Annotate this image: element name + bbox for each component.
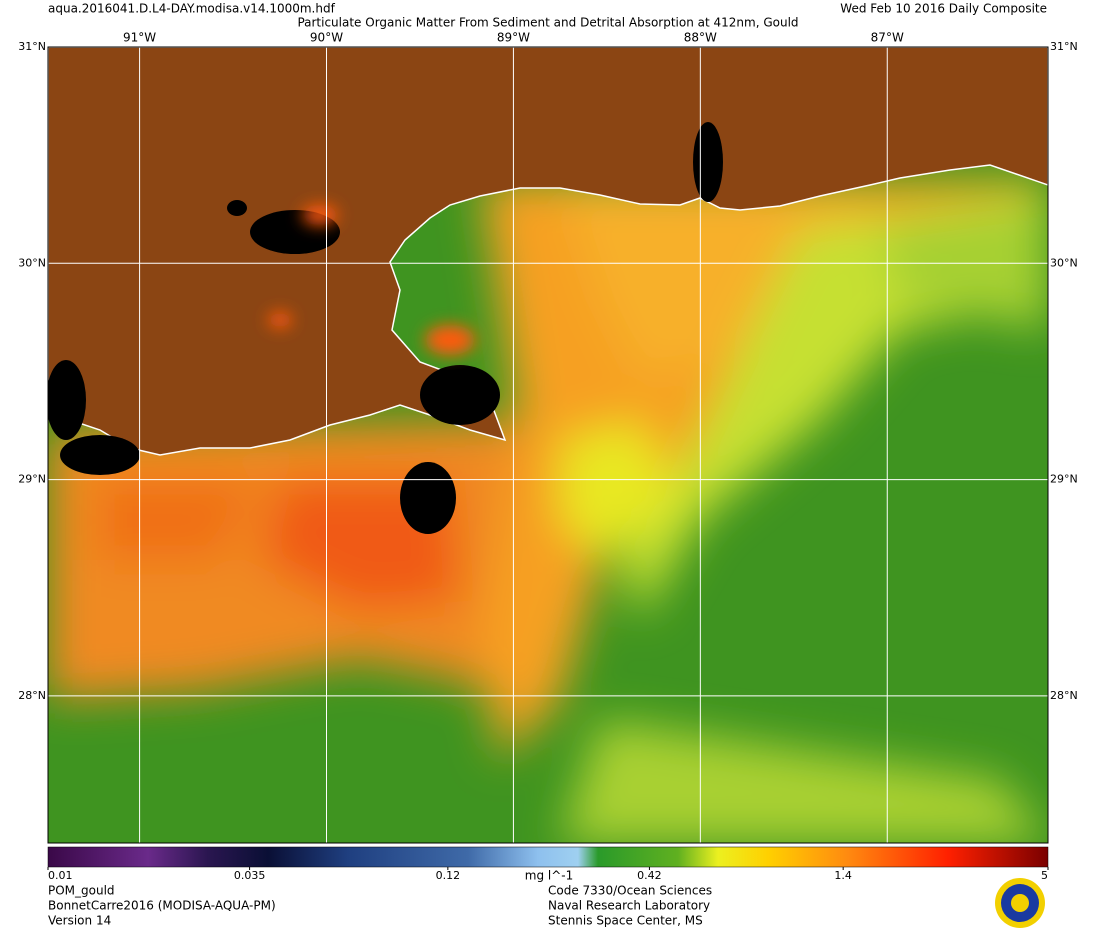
map-image [48, 47, 1048, 843]
footer-left: BonnetCarre2016 (MODISA-AQUA-PM) [48, 899, 276, 913]
footer-center: Stennis Space Center, MS [548, 914, 703, 928]
lon-label: 87°W [871, 31, 904, 45]
colorbar-tick-label: 0.035 [234, 869, 266, 882]
colorbar [47, 846, 1049, 868]
lat-label: 30°N [1050, 256, 1078, 269]
footer-center: Naval Research Laboratory [548, 899, 710, 913]
colorbar-tick-label: 0.01 [48, 869, 73, 882]
map-frame [47, 46, 1049, 844]
lat-label: 31°N [18, 40, 46, 53]
lon-label: 88°W [684, 31, 717, 45]
lat-label: 29°N [1050, 473, 1078, 486]
lat-label: 28°N [18, 689, 46, 702]
lon-label: 89°W [497, 31, 530, 45]
nrl-logo [995, 878, 1045, 928]
map-title: Particulate Organic Matter From Sediment… [297, 16, 798, 30]
footer-left: Version 14 [48, 914, 111, 928]
file-name: aqua.2016041.D.L4-DAY.modisa.v14.1000m.h… [48, 2, 336, 16]
colorbar-tick-label: 1.4 [834, 869, 852, 882]
colorbar-unit: mg l^-1 [525, 869, 573, 883]
footer-left: POM_gould [48, 884, 115, 898]
lon-label: 91°W [123, 31, 156, 45]
date-label: Wed Feb 10 2016 Daily Composite [840, 2, 1047, 16]
lon-label: 90°W [310, 31, 343, 45]
colorbar-tick-label: 5 [1041, 869, 1048, 882]
colorbar-tick-label: 0.12 [436, 869, 461, 882]
lat-label: 28°N [1050, 689, 1078, 702]
footer-center: Code 7330/Ocean Sciences [548, 884, 712, 898]
lat-label: 31°N [1050, 40, 1078, 53]
colorbar-tick-label: 0.42 [637, 869, 662, 882]
lat-label: 29°N [18, 473, 46, 486]
lat-label: 30°N [18, 256, 46, 269]
